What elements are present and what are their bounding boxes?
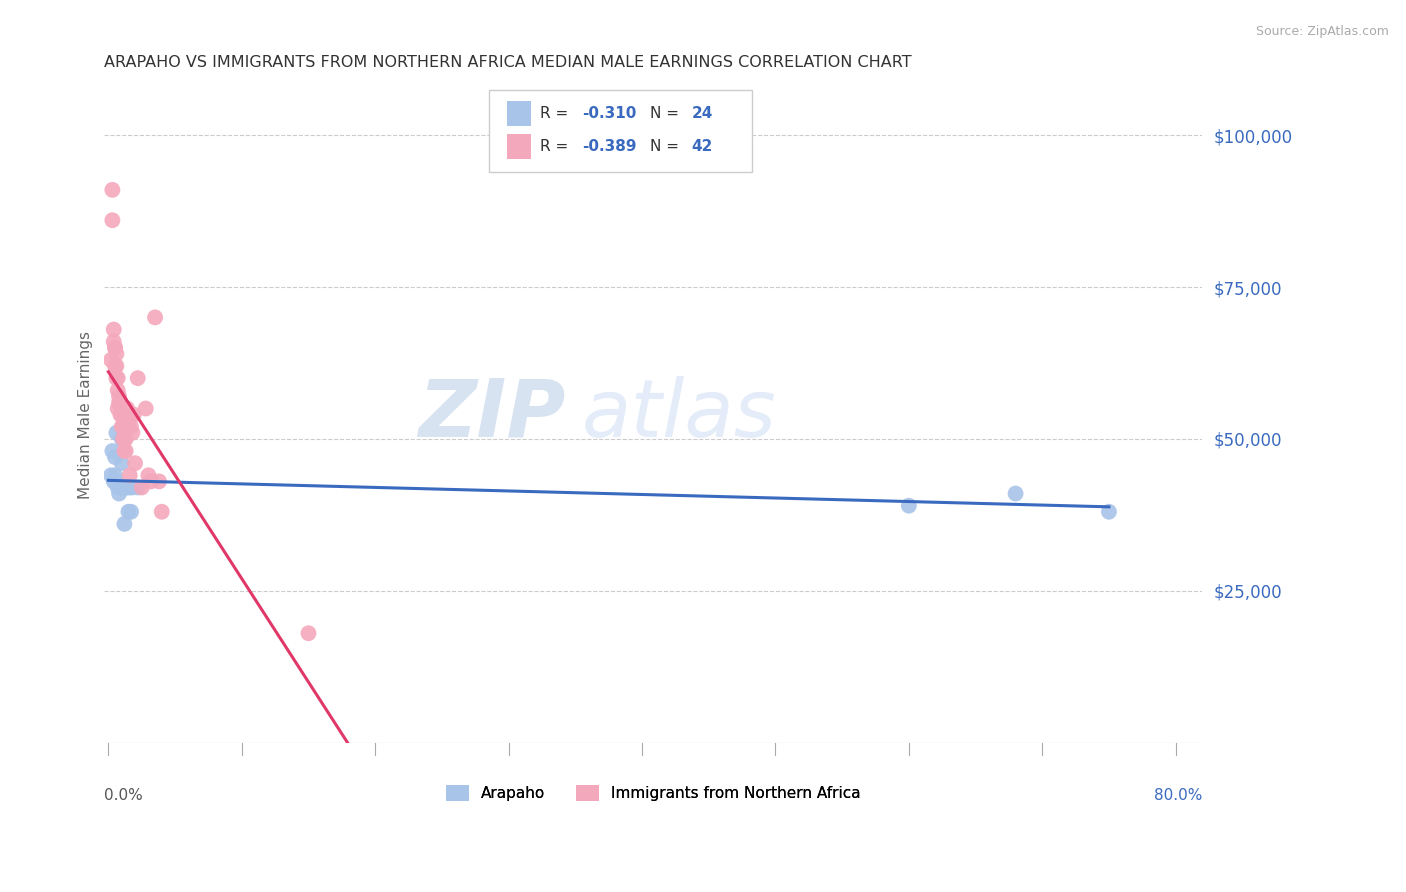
Y-axis label: Median Male Earnings: Median Male Earnings [79, 331, 93, 499]
Text: N =: N = [650, 106, 683, 121]
Point [105, 475, 128, 489]
Text: -0.389: -0.389 [582, 139, 637, 153]
Point [120, 505, 142, 519]
Point [115, 401, 138, 416]
Point [111, 432, 134, 446]
Point [101, 213, 124, 227]
Point [118, 480, 141, 494]
Point [112, 444, 135, 458]
Point [114, 444, 136, 458]
Point [110, 480, 132, 494]
Point [100, 352, 122, 367]
Point [108, 486, 131, 500]
Text: atlas: atlas [582, 376, 776, 453]
Point [150, 505, 173, 519]
Text: R =: R = [540, 139, 574, 153]
Point [107, 384, 129, 398]
Legend: Arapaho, Immigrants from Northern Africa: Arapaho, Immigrants from Northern Africa [440, 779, 868, 807]
Text: ARAPAHO VS IMMIGRANTS FROM NORTHERN AFRICA MEDIAN MALE EARNINGS CORRELATION CHAR: ARAPAHO VS IMMIGRANTS FROM NORTHERN AFRI… [104, 55, 912, 70]
Point [105, 425, 128, 440]
Point [111, 419, 134, 434]
Point [105, 347, 128, 361]
Point [110, 408, 132, 422]
Point [104, 341, 127, 355]
Point [101, 444, 124, 458]
Point [103, 322, 125, 336]
Point [122, 408, 145, 422]
Point [112, 419, 135, 434]
Text: 0.0%: 0.0% [104, 789, 143, 804]
Point [107, 480, 129, 494]
Point [115, 480, 138, 494]
Text: 42: 42 [692, 139, 713, 153]
Point [104, 468, 127, 483]
Point [112, 432, 135, 446]
Point [108, 395, 131, 409]
Point [114, 432, 136, 446]
Point [121, 480, 143, 494]
Point [104, 450, 127, 464]
Text: 80.0%: 80.0% [1154, 789, 1202, 804]
Point [104, 341, 127, 355]
Point [117, 505, 139, 519]
Point [101, 183, 124, 197]
Bar [508, 134, 531, 159]
Text: -0.310: -0.310 [582, 106, 637, 121]
Bar [508, 101, 531, 126]
Point [111, 456, 134, 470]
Point [107, 401, 129, 416]
Point [1098, 505, 1121, 519]
Point [127, 371, 149, 385]
Point [117, 414, 139, 428]
Point [103, 475, 125, 489]
Point [104, 359, 127, 373]
Point [120, 419, 142, 434]
Point [118, 468, 141, 483]
Point [112, 432, 135, 446]
Point [111, 408, 134, 422]
Point [105, 371, 128, 385]
Point [110, 395, 132, 409]
Point [139, 475, 162, 489]
Point [108, 389, 131, 403]
Point [103, 334, 125, 349]
Point [112, 516, 135, 531]
Point [148, 475, 170, 489]
Point [135, 401, 157, 416]
Text: 24: 24 [692, 106, 713, 121]
Point [297, 626, 319, 640]
Point [143, 310, 166, 325]
Point [112, 480, 135, 494]
Text: Source: ZipAtlas.com: Source: ZipAtlas.com [1256, 25, 1389, 38]
Point [121, 425, 143, 440]
Point [105, 359, 128, 373]
Text: ZIP: ZIP [418, 376, 565, 453]
Point [107, 371, 129, 385]
Point [114, 480, 136, 494]
Text: R =: R = [540, 106, 574, 121]
Point [100, 468, 122, 483]
Point [897, 499, 920, 513]
Point [1004, 486, 1026, 500]
FancyBboxPatch shape [489, 90, 752, 172]
Point [127, 480, 149, 494]
Text: N =: N = [650, 139, 683, 153]
Point [131, 480, 153, 494]
Point [124, 456, 146, 470]
Point [138, 468, 160, 483]
